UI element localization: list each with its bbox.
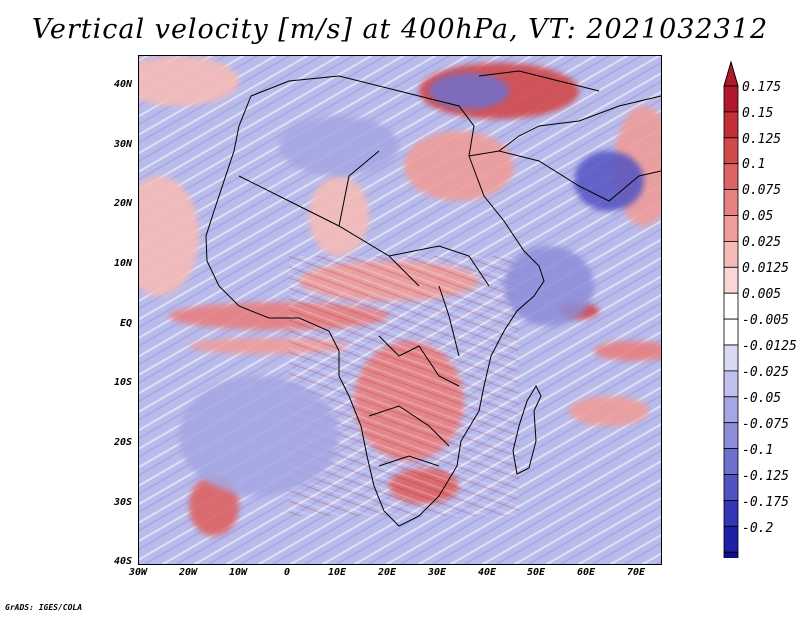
- colorbar-swatch: [723, 266, 739, 294]
- lat-label-20s: 20S: [113, 437, 132, 448]
- colorbar-max-arrow: [723, 60, 739, 87]
- colorbar-swatch: [723, 396, 739, 424]
- colorbar-label: 0.0125: [742, 261, 789, 276]
- lon-label-30e: 30E: [427, 567, 447, 578]
- colorbar-label: -0.1: [742, 443, 774, 458]
- colorbar-swatch: [723, 163, 739, 190]
- colorbar-label: -0.2: [742, 521, 774, 536]
- coastlines: [205, 70, 661, 527]
- colorbar-swatch: [723, 448, 739, 475]
- colorbar-swatch: [723, 318, 739, 346]
- lon-label-20w: 20W: [178, 567, 198, 578]
- colorbar-swatch: [723, 525, 739, 553]
- lon-label-0: 0: [283, 567, 291, 578]
- colorbar-label: -0.005: [742, 313, 789, 328]
- descent-regions: [179, 73, 644, 496]
- colorbar-label: -0.125: [742, 469, 789, 484]
- lon-label-50e: 50E: [526, 567, 546, 578]
- colorbar-label: 0.15: [742, 106, 774, 121]
- colorbar-label: -0.0125: [742, 339, 797, 354]
- lat-label-30s: 30S: [113, 497, 132, 508]
- footer-credit: GrADS: IGES/COLA: [5, 603, 83, 612]
- lat-label-30n: 30N: [113, 139, 132, 150]
- colorbar-swatch: [723, 344, 739, 372]
- colorbar-swatch: [723, 215, 739, 242]
- colorbar-swatch: [723, 240, 739, 268]
- lon-label-40e: 40E: [477, 567, 497, 578]
- vertical-velocity-field: [139, 56, 661, 564]
- colorbar-label: 0.025: [742, 235, 782, 250]
- lat-label-40s: 40S: [113, 556, 132, 567]
- colorbar-swatch: [723, 499, 739, 527]
- colorbar-swatch: [723, 474, 739, 501]
- lon-label-60e: 60E: [576, 567, 596, 578]
- lon-label-70e: 70E: [626, 567, 646, 578]
- lat-label-10n: 10N: [113, 258, 132, 269]
- colorbar-label: -0.175: [742, 495, 789, 510]
- colorbar-swatch: [723, 551, 739, 558]
- colorbar-label: 0.075: [742, 183, 782, 198]
- lon-label-30w: 30W: [128, 567, 148, 578]
- lat-label-20n: 20N: [113, 198, 132, 209]
- colorbar-label: -0.075: [742, 417, 789, 432]
- colorbar: [723, 60, 739, 558]
- lon-label-20e: 20E: [377, 567, 397, 578]
- colorbar-swatch: [723, 137, 739, 165]
- colorbar-swatch: [723, 189, 739, 216]
- lat-label-40n: 40N: [113, 79, 132, 90]
- lon-label-10e: 10E: [327, 567, 347, 578]
- map-panel: [138, 55, 662, 565]
- colorbar-label: 0.175: [742, 80, 782, 95]
- lat-label-10s: 10S: [113, 377, 132, 388]
- chart-title: Vertical velocity [m/s] at 400hPa, VT: 2…: [31, 14, 769, 45]
- colorbar-label: 0.05: [742, 209, 774, 224]
- colorbar-swatch: [723, 370, 739, 398]
- colorbar-label: -0.025: [742, 365, 789, 380]
- colorbar-swatch: [723, 85, 739, 113]
- colorbar-label: -0.05: [742, 391, 782, 406]
- colorbar-swatch: [723, 111, 739, 139]
- colorbar-label: 0.005: [742, 287, 782, 302]
- lon-label-10w: 10W: [228, 567, 248, 578]
- colorbar-swatch: [723, 292, 739, 320]
- colorbar-label: 0.125: [742, 132, 782, 147]
- colorbar-swatch: [723, 422, 739, 450]
- colorbar-label: 0.1: [742, 157, 766, 172]
- lat-label-eq: EQ: [119, 318, 132, 329]
